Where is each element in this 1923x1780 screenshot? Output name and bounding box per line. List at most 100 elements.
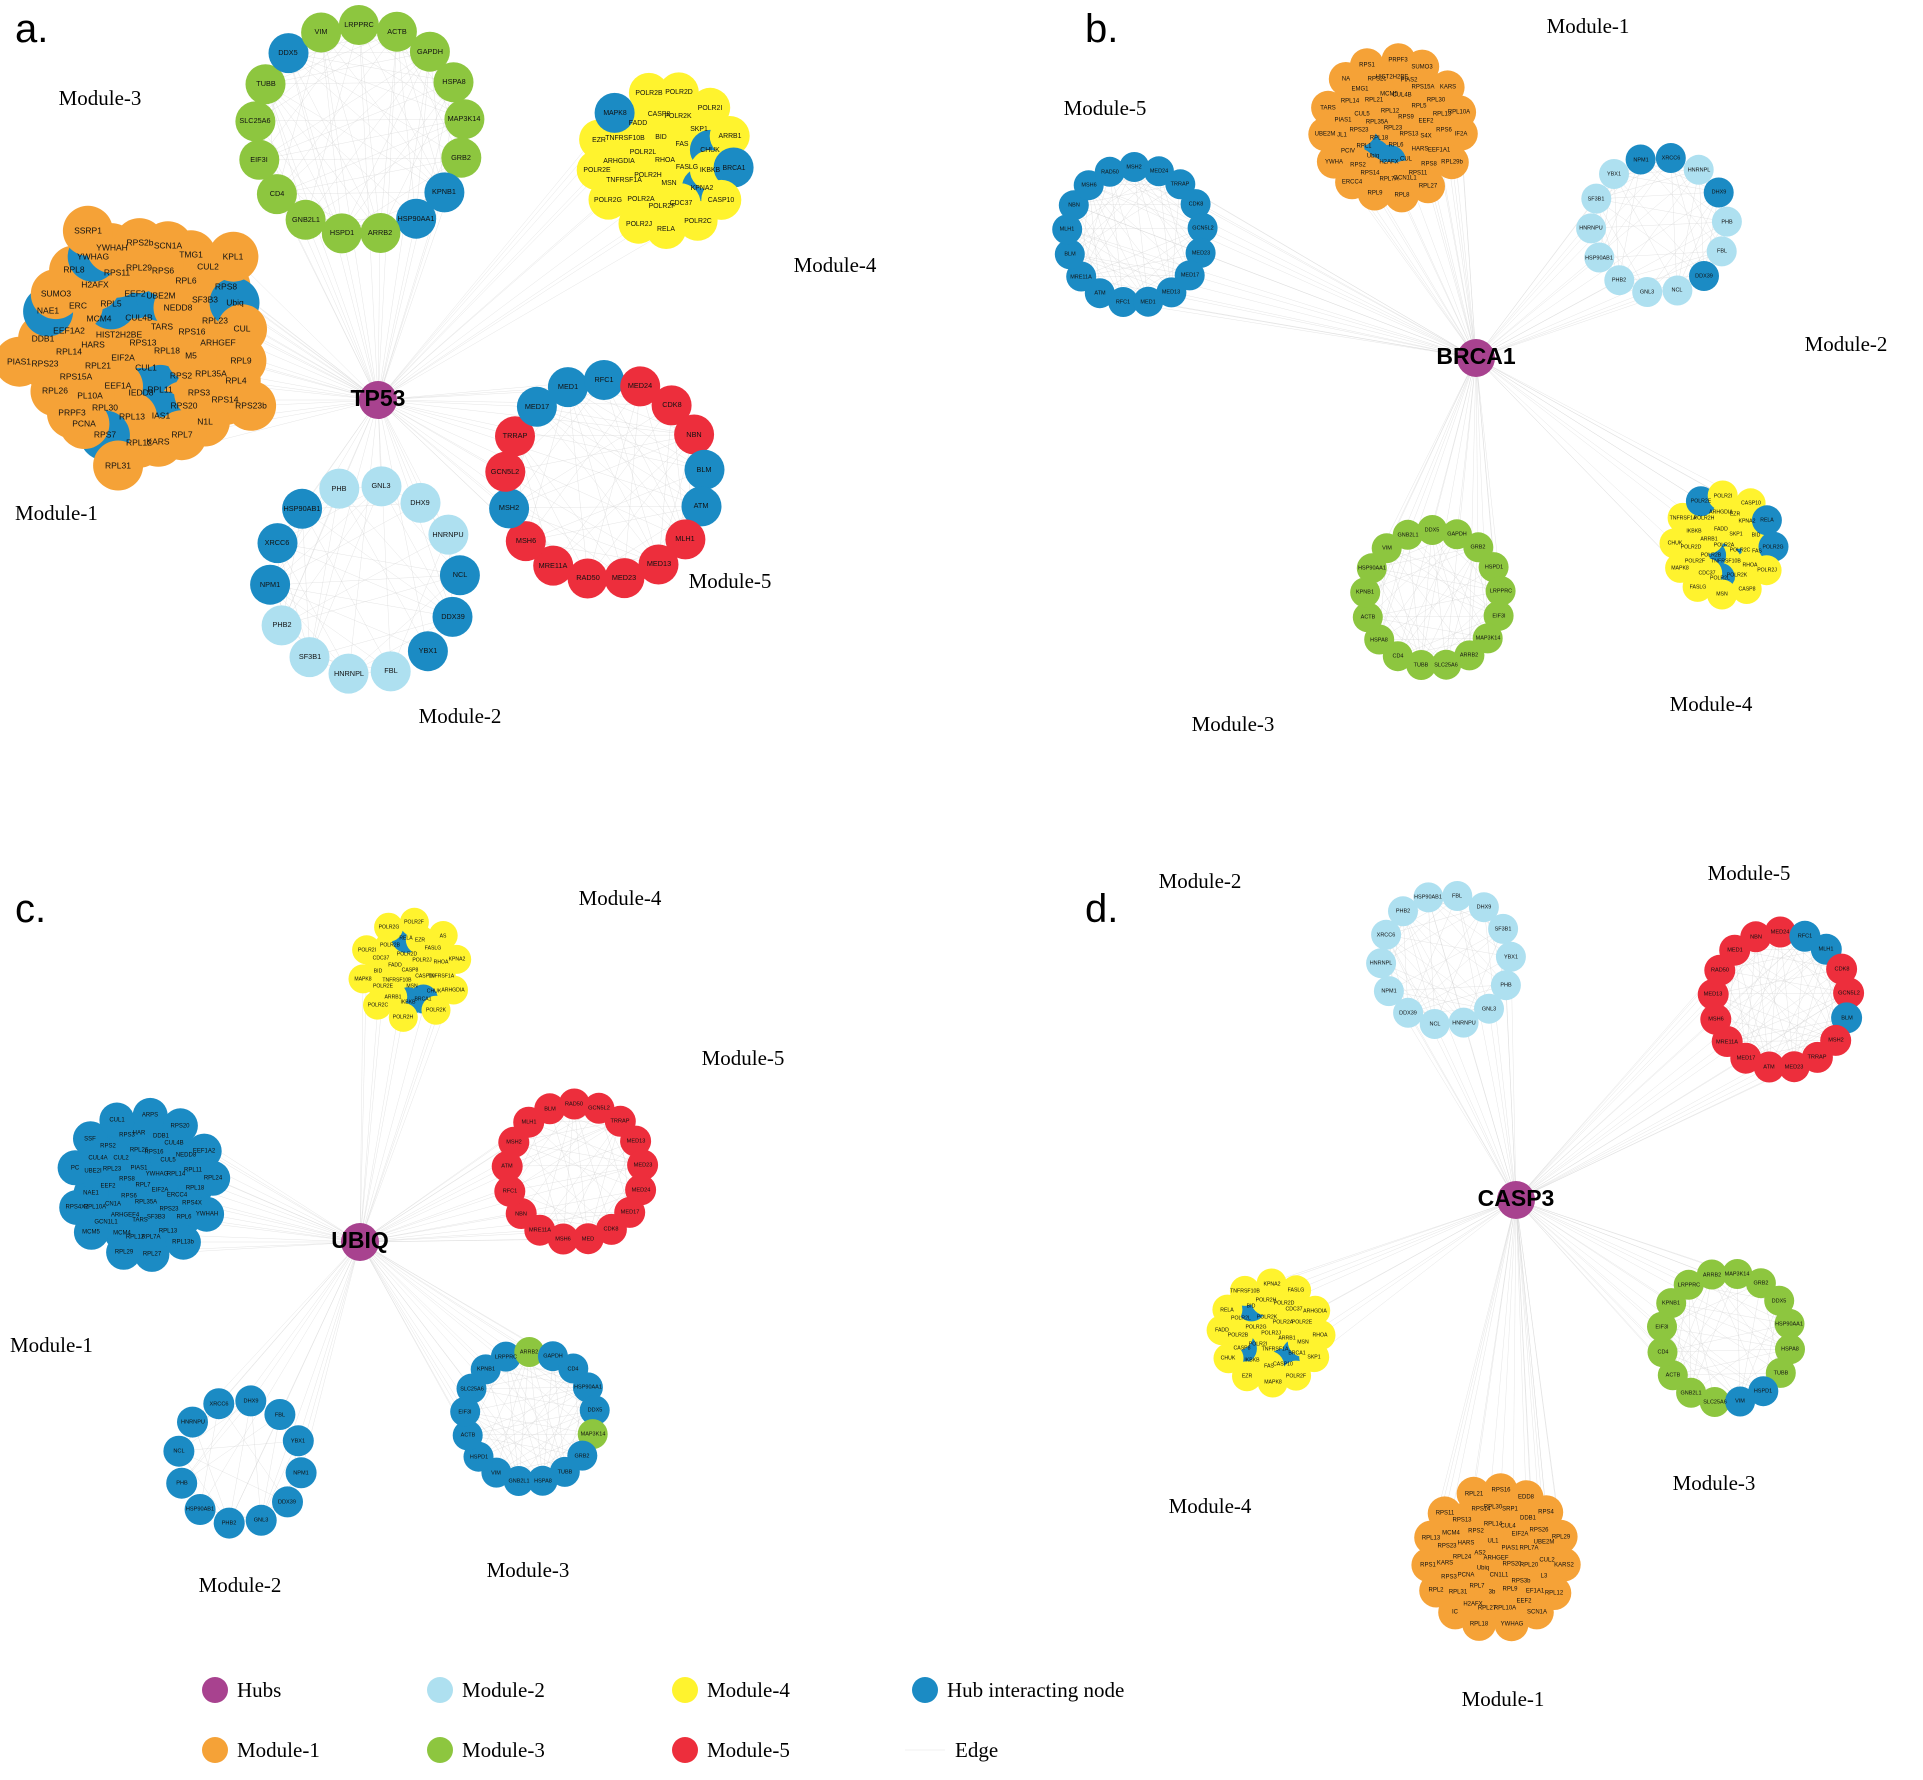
svg-text:MED23: MED23 bbox=[1785, 1064, 1804, 1070]
svg-text:EIF3I: EIF3I bbox=[1492, 613, 1506, 619]
svg-text:CASP10: CASP10 bbox=[1273, 1361, 1293, 1367]
svg-text:POLR2K: POLR2K bbox=[664, 113, 692, 120]
svg-text:MSH2: MSH2 bbox=[1828, 1037, 1844, 1043]
svg-text:KARS2: KARS2 bbox=[1554, 1563, 1574, 1569]
svg-text:MCM4: MCM4 bbox=[86, 313, 111, 323]
svg-text:BLM: BLM bbox=[1064, 251, 1076, 257]
svg-text:IKBKB: IKBKB bbox=[700, 167, 721, 174]
svg-text:RPS2: RPS2 bbox=[100, 1144, 116, 1150]
svg-text:MED24: MED24 bbox=[1771, 929, 1790, 935]
svg-text:PRPF3: PRPF3 bbox=[58, 407, 86, 417]
svg-text:SSRP1: SSRP1 bbox=[74, 225, 102, 235]
svg-text:a.: a. bbox=[15, 7, 48, 51]
svg-text:SCN1A: SCN1A bbox=[1527, 1610, 1547, 1616]
svg-text:FBL: FBL bbox=[275, 1412, 285, 1418]
svg-text:RPL27: RPL27 bbox=[1419, 184, 1438, 190]
svg-text:RPS20: RPS20 bbox=[171, 400, 198, 410]
svg-text:Module-1: Module-1 bbox=[10, 1333, 93, 1357]
svg-text:RPL21: RPL21 bbox=[1465, 1492, 1484, 1498]
svg-text:RPS2: RPS2 bbox=[1468, 1529, 1484, 1535]
svg-text:CDK8: CDK8 bbox=[1835, 966, 1850, 972]
svg-text:PHB: PHB bbox=[1721, 219, 1733, 225]
svg-text:LRPPRC: LRPPRC bbox=[1678, 1282, 1700, 1288]
svg-text:KARS: KARS bbox=[1437, 1561, 1453, 1567]
svg-text:CHUK: CHUK bbox=[1221, 1355, 1236, 1361]
svg-text:CD4: CD4 bbox=[1392, 653, 1403, 659]
svg-text:YWHAH: YWHAH bbox=[96, 242, 128, 252]
svg-text:ARHGDIA: ARHGDIA bbox=[1303, 1308, 1327, 1314]
svg-text:SF3B1: SF3B1 bbox=[1588, 196, 1605, 202]
svg-text:XRCC6: XRCC6 bbox=[1662, 155, 1681, 161]
svg-text:HNRNPU: HNRNPU bbox=[181, 1419, 205, 1425]
svg-text:HSP90AA1: HSP90AA1 bbox=[1358, 565, 1386, 571]
svg-text:SLC25A6: SLC25A6 bbox=[1703, 1399, 1727, 1405]
svg-text:MED24: MED24 bbox=[628, 381, 652, 390]
svg-text:MED24: MED24 bbox=[1150, 168, 1168, 174]
svg-text:RPL29: RPL29 bbox=[126, 262, 152, 272]
svg-text:NAE1: NAE1 bbox=[37, 305, 59, 315]
svg-text:POLR2I: POLR2I bbox=[1714, 493, 1732, 499]
svg-text:RPL7A: RPL7A bbox=[1379, 177, 1398, 183]
svg-text:RPS4X2: RPS4X2 bbox=[65, 1205, 89, 1211]
svg-text:RPL7A: RPL7A bbox=[1519, 1546, 1538, 1552]
svg-text:KPNB1: KPNB1 bbox=[477, 1366, 495, 1372]
svg-text:CD4: CD4 bbox=[270, 189, 285, 198]
svg-text:HNRNPL: HNRNPL bbox=[334, 669, 364, 678]
svg-text:SKP1: SKP1 bbox=[1307, 1354, 1320, 1360]
svg-text:RPL9: RPL9 bbox=[1502, 1587, 1518, 1593]
svg-text:RFC1: RFC1 bbox=[503, 1188, 518, 1194]
svg-text:YBX1: YBX1 bbox=[1607, 171, 1621, 177]
svg-text:HARS: HARS bbox=[1412, 147, 1429, 153]
svg-text:RPL24: RPL24 bbox=[204, 1176, 223, 1182]
svg-text:RPL26: RPL26 bbox=[42, 385, 68, 395]
svg-text:EIF2A: EIF2A bbox=[152, 1188, 169, 1194]
svg-text:Module-2: Module-2 bbox=[419, 704, 502, 728]
svg-text:DHX9: DHX9 bbox=[244, 1398, 259, 1404]
svg-text:DDX5: DDX5 bbox=[1772, 1298, 1787, 1304]
svg-text:EIF3I: EIF3I bbox=[250, 155, 267, 164]
svg-text:Module-2: Module-2 bbox=[1159, 869, 1242, 893]
svg-text:GRB2: GRB2 bbox=[1471, 544, 1486, 550]
svg-text:TRRAP: TRRAP bbox=[611, 1118, 630, 1124]
svg-text:NPM1: NPM1 bbox=[1633, 157, 1648, 163]
svg-text:FBL: FBL bbox=[1452, 893, 1462, 899]
svg-text:VIM: VIM bbox=[1382, 545, 1392, 551]
svg-text:TUBB: TUBB bbox=[1414, 662, 1429, 668]
svg-text:CUL4A: CUL4A bbox=[88, 1156, 107, 1162]
svg-text:CUL4B: CUL4B bbox=[125, 312, 153, 322]
svg-text:NBN: NBN bbox=[515, 1211, 527, 1217]
svg-text:FADD: FADD bbox=[1714, 526, 1728, 532]
svg-text:PC: PC bbox=[71, 1166, 80, 1172]
svg-text:Module-1: Module-1 bbox=[1462, 1687, 1545, 1711]
svg-text:EZR: EZR bbox=[592, 137, 606, 144]
svg-text:HSPA8: HSPA8 bbox=[1370, 637, 1388, 643]
svg-text:CUL5: CUL5 bbox=[1354, 112, 1370, 118]
svg-text:RPS23: RPS23 bbox=[32, 358, 59, 368]
svg-text:KPNB1: KPNB1 bbox=[1662, 1300, 1680, 1306]
svg-text:RPS6: RPS6 bbox=[1436, 128, 1452, 134]
svg-text:FADD: FADD bbox=[388, 962, 402, 968]
svg-text:EIF3I: EIF3I bbox=[458, 1409, 472, 1415]
svg-text:POLR2A: POLR2A bbox=[1273, 1319, 1294, 1325]
svg-text:d.: d. bbox=[1085, 887, 1118, 931]
svg-text:PHB2: PHB2 bbox=[222, 1520, 237, 1526]
svg-text:HSPD1: HSPD1 bbox=[1754, 1388, 1772, 1394]
svg-text:Ubiq: Ubiq bbox=[226, 297, 244, 307]
svg-text:MAP3K14: MAP3K14 bbox=[581, 1431, 606, 1437]
svg-text:NEDD8: NEDD8 bbox=[164, 302, 193, 312]
svg-text:DDB1: DDB1 bbox=[32, 333, 55, 343]
svg-text:CUL4B: CUL4B bbox=[164, 1141, 183, 1147]
svg-text:KPNB1: KPNB1 bbox=[1356, 589, 1374, 595]
svg-text:FASLG: FASLG bbox=[1288, 1287, 1305, 1293]
svg-text:FASLG: FASLG bbox=[676, 164, 698, 171]
svg-text:MED: MED bbox=[582, 1236, 594, 1242]
svg-text:PHB: PHB bbox=[331, 484, 346, 493]
svg-text:Module-5: Module-5 bbox=[689, 569, 772, 593]
svg-text:RPS9: RPS9 bbox=[1398, 115, 1414, 121]
svg-text:H2AFX: H2AFX bbox=[1463, 1602, 1482, 1608]
svg-text:GAPDH: GAPDH bbox=[417, 47, 443, 56]
svg-text:POLR2B: POLR2B bbox=[380, 942, 401, 948]
svg-text:NBN: NBN bbox=[1068, 202, 1080, 208]
svg-text:MSN: MSN bbox=[1297, 1339, 1309, 1345]
svg-text:POLR2G: POLR2G bbox=[379, 924, 400, 930]
